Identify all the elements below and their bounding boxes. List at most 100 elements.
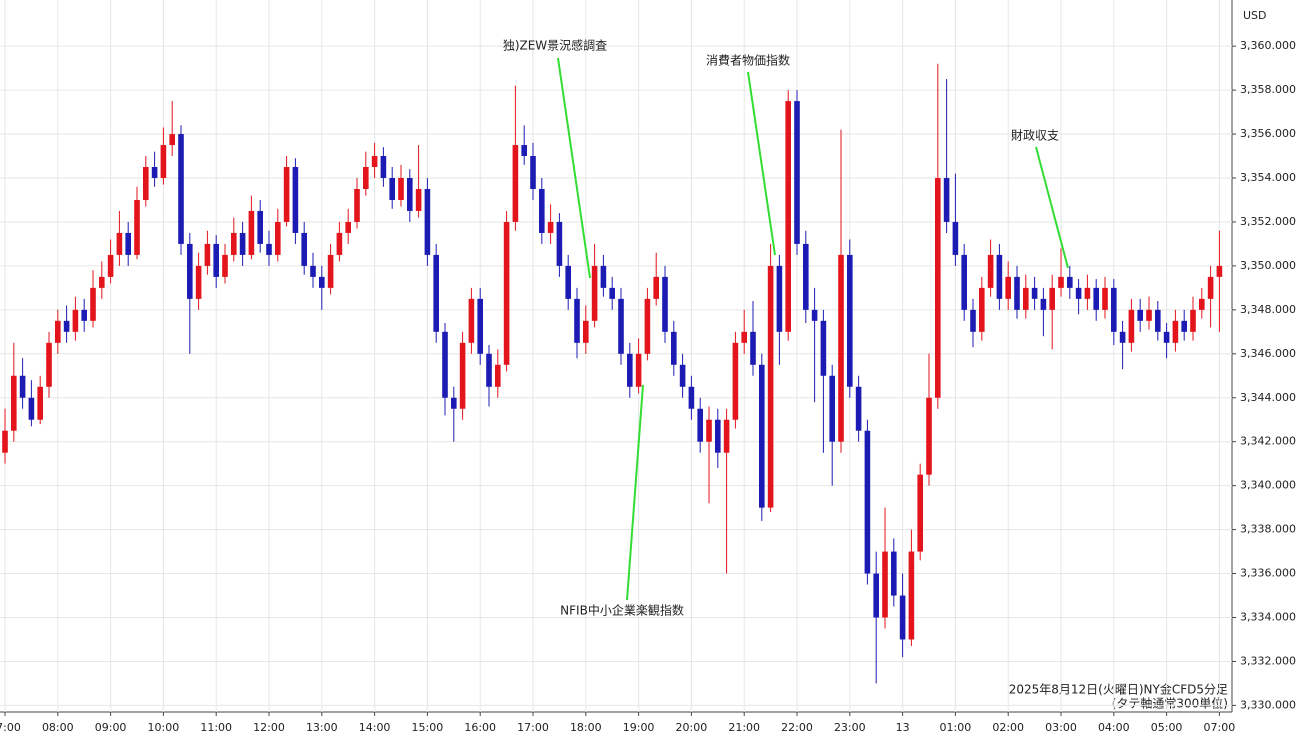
candle-body: [389, 178, 395, 200]
y-tick-label: 3,358.000: [1240, 83, 1296, 96]
candle-body: [671, 331, 677, 365]
candle-body: [926, 397, 932, 475]
candle-body: [371, 156, 378, 168]
footnote: 2025年8月12日(火曜日)NY金CFD5分足: [1009, 682, 1228, 697]
candle-body: [539, 188, 545, 233]
candle-body: [266, 243, 272, 255]
candle-body: [213, 243, 219, 277]
x-tick-label: 05:00: [1151, 721, 1183, 734]
candle-body: [1067, 276, 1073, 288]
candle-body: [239, 232, 246, 255]
candle-body: [275, 221, 281, 255]
x-tick-label: 19:00: [623, 721, 655, 734]
x-tick-label: 15:00: [412, 721, 444, 734]
candle-body: [864, 430, 871, 574]
x-tick-label: 13: [896, 721, 910, 734]
candle-body: [530, 156, 536, 189]
candle-body: [662, 276, 668, 332]
candle-body: [635, 353, 642, 387]
candle-body: [19, 375, 26, 398]
candle-body: [829, 375, 835, 442]
candle-body: [319, 276, 325, 288]
candle-body: [477, 298, 483, 354]
candle-body: [81, 309, 87, 321]
candle-body: [1040, 298, 1047, 310]
x-tick-label: 08:00: [42, 721, 74, 734]
candle-body: [222, 254, 228, 277]
candle-body: [644, 298, 651, 354]
x-tick-label: 11:00: [200, 721, 232, 734]
candle-body: [917, 474, 923, 552]
y-tick-label: 3,342.000: [1240, 435, 1296, 448]
candle-body: [187, 243, 193, 299]
candle-body: [1137, 309, 1143, 321]
x-tick-label: 13:00: [306, 721, 338, 734]
candle-body: [1119, 331, 1126, 343]
candle-body: [679, 364, 686, 387]
candle-body: [1190, 309, 1196, 332]
candle-body: [803, 243, 809, 310]
candle-body: [952, 221, 959, 255]
candle-body: [759, 364, 765, 508]
candle-body: [345, 221, 351, 233]
candle-body: [63, 320, 70, 332]
y-tick-label: 3,354.000: [1240, 171, 1296, 184]
candle-body: [767, 265, 774, 508]
annotation-line: [626, 384, 644, 601]
candle-body: [723, 419, 730, 453]
candle-body: [433, 254, 439, 332]
x-tick-label: 02:00: [992, 721, 1024, 734]
candle-body: [820, 320, 827, 376]
candle-body: [609, 287, 615, 299]
candle-body: [398, 178, 404, 200]
candle-body: [1075, 287, 1082, 299]
x-tick-label: 04:00: [1098, 721, 1130, 734]
candle-body: [732, 342, 739, 420]
candle-body: [283, 167, 290, 222]
candle-body: [72, 309, 79, 332]
candle-body: [908, 551, 915, 640]
candle-body: [116, 232, 123, 255]
candle-body: [873, 573, 879, 618]
currency-label: USD: [1243, 9, 1267, 22]
annotation-line: [557, 57, 591, 279]
candle-body: [706, 419, 712, 442]
annotation-line: [1035, 146, 1069, 269]
x-tick-label: 10:00: [148, 721, 180, 734]
x-tick-label: 03:00: [1045, 721, 1077, 734]
x-tick-label: 07:00: [1204, 721, 1236, 734]
candle-body: [1199, 298, 1205, 310]
candle-body: [1181, 320, 1187, 332]
candle-body: [231, 232, 237, 255]
y-tick-label: 3,350.000: [1240, 259, 1296, 272]
candle-body: [195, 265, 202, 299]
candle-body: [424, 188, 431, 255]
candle-body: [257, 210, 263, 244]
candle-body: [785, 101, 791, 332]
y-tick-label: 3,352.000: [1240, 215, 1296, 228]
annotation: 消費者物価指数: [706, 53, 790, 68]
candle-body: [618, 298, 624, 354]
x-tick-label: 12:00: [253, 721, 285, 734]
candle-body: [556, 221, 563, 266]
y-tick-label: 3,340.000: [1240, 479, 1296, 492]
y-tick-label: 3,334.000: [1240, 611, 1296, 624]
annotation: 独)ZEW景況感調査: [503, 38, 607, 53]
candle-body: [891, 551, 897, 596]
candle-body: [970, 309, 976, 332]
candle-body: [574, 298, 580, 343]
y-tick-label: 3,360.000: [1240, 39, 1296, 52]
candle-body: [882, 551, 888, 618]
candle-body: [1163, 331, 1170, 343]
candle-body: [459, 342, 466, 409]
candle-body: [600, 265, 607, 288]
candle-body: [750, 331, 756, 365]
candle-body: [741, 331, 747, 343]
candle-body: [310, 265, 316, 277]
candle-body: [1014, 276, 1020, 310]
candle-body: [468, 298, 475, 343]
candle-body: [627, 353, 633, 387]
candle-body: [1058, 276, 1064, 288]
candle-body: [653, 276, 659, 299]
candle-body: [583, 320, 589, 343]
